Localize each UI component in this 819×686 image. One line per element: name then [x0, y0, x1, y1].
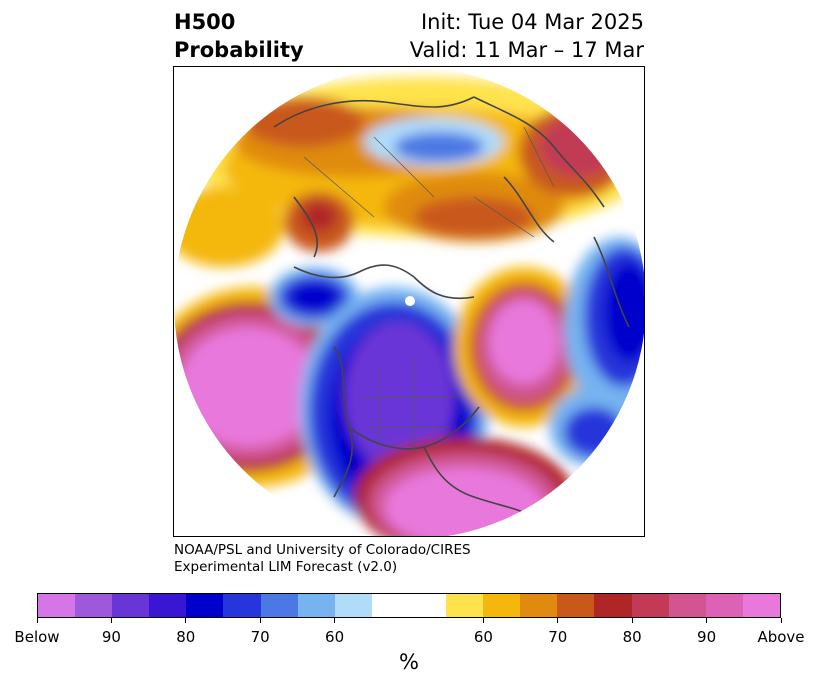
- colorbar-tick-label: 90: [697, 628, 717, 646]
- colorbar-segment: [112, 594, 150, 617]
- colorbar-tick-mark: [631, 618, 633, 623]
- colorbar-tick-mark: [706, 618, 708, 623]
- colorbar-segment: [520, 594, 558, 617]
- title-line-2: Probability: [174, 38, 304, 62]
- colorbar-tick-label: 80: [622, 628, 642, 646]
- credit-line-2: Experimental LIM Forecast (v2.0): [174, 559, 398, 575]
- colorbar-tick-label: 60: [325, 628, 345, 646]
- colorbar-tick-label: Below: [14, 628, 60, 646]
- colorbar-segment: [149, 594, 187, 617]
- colorbar-segment: [371, 594, 409, 617]
- pole-marker: [405, 296, 415, 306]
- colorbar-segment: [742, 594, 780, 617]
- colorbar-tick-mark: [780, 618, 782, 623]
- colorbar-segment: [38, 594, 76, 617]
- colorbar-tick-mark: [557, 618, 559, 623]
- colorbar-segment: [408, 594, 447, 617]
- colorbar-segment: [260, 594, 298, 617]
- forecast-dates: Init: Tue 04 Mar 2025 Valid: 11 Mar – 17…: [410, 8, 644, 64]
- colorbar-tick-mark: [36, 618, 38, 623]
- valid-date-range: Valid: 11 Mar – 17 Mar: [409, 38, 644, 62]
- title-line-1: H500: [174, 10, 236, 34]
- colorbar-segment: [75, 594, 113, 617]
- colorbar-tick-mark: [259, 618, 261, 623]
- credit-text: NOAA/PSL and University of Colorado/CIRE…: [174, 542, 471, 576]
- probability-field: [174, 67, 644, 536]
- colorbar-segment: [705, 594, 743, 617]
- colorbar-segment: [334, 594, 372, 617]
- colorbar-segment: [223, 594, 261, 617]
- colorbar-segment: [594, 594, 632, 617]
- colorbar-tick-mark: [185, 618, 187, 623]
- colorbar-segment: [186, 594, 224, 617]
- colorbar-segment: [557, 594, 595, 617]
- colorbar-segment: [483, 594, 521, 617]
- colorbar-segment: [446, 594, 484, 617]
- colorbar-tick-mark: [110, 618, 112, 623]
- colorbar-tick-label: 70: [250, 628, 270, 646]
- map-title: H500 Probability: [174, 8, 304, 64]
- init-date: Init: Tue 04 Mar 2025: [420, 10, 644, 34]
- colorbar-tick-mark: [334, 618, 336, 623]
- colorbar-tick-mark: [482, 618, 484, 623]
- colorbar-segment: [631, 594, 669, 617]
- colorbar-tick-label: 90: [101, 628, 121, 646]
- colorbar-tick-label: Above: [757, 628, 805, 646]
- borders: [303, 126, 555, 452]
- colorbar-unit: %: [399, 650, 419, 674]
- probability-map: [173, 66, 645, 537]
- colorbar-segment: [668, 594, 706, 617]
- colorbar-tick-label: 60: [473, 628, 493, 646]
- colorbar-tick-label: 70: [548, 628, 568, 646]
- credit-line-1: NOAA/PSL and University of Colorado/CIRE…: [174, 542, 471, 558]
- colorbar-segment: [297, 594, 335, 617]
- coastlines: [273, 96, 630, 518]
- colorbar: [37, 593, 781, 618]
- colorbar-tick-label: 80: [176, 628, 196, 646]
